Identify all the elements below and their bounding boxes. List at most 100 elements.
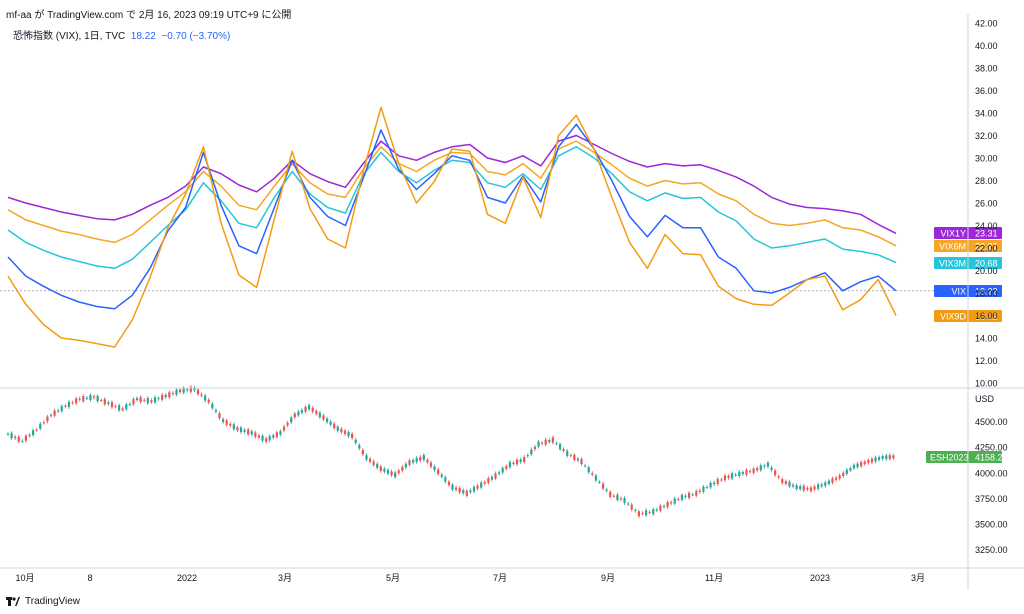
candle-body: [648, 511, 651, 513]
candle-body: [731, 473, 734, 479]
candle-body: [229, 423, 232, 426]
candle-body: [168, 392, 171, 398]
candle-body: [523, 456, 526, 463]
candle-body: [598, 482, 601, 484]
candle-body: [135, 398, 139, 401]
candle-body: [351, 433, 354, 439]
candle-body: [92, 396, 96, 398]
candle-body: [666, 502, 669, 507]
candle-body: [225, 420, 228, 425]
candle-body: [376, 463, 379, 468]
y-tick-label: 36.00: [975, 86, 998, 96]
candle-body: [35, 429, 38, 431]
y-tick-label: 42.00: [975, 19, 998, 29]
candle-body: [422, 455, 425, 460]
candle-body: [462, 490, 465, 494]
candle-body: [834, 477, 838, 480]
candle-body: [408, 460, 411, 465]
candle-body: [31, 430, 35, 436]
y-tick-label: 40.00: [975, 41, 998, 51]
candle-body: [734, 474, 737, 476]
candle-body: [849, 468, 852, 471]
candle-body: [684, 495, 687, 498]
candle-body: [426, 459, 429, 463]
candle-body: [759, 465, 762, 471]
candle-body: [96, 396, 99, 402]
candle-body: [365, 455, 368, 460]
candle-body: [440, 474, 443, 477]
candle-body: [601, 483, 605, 489]
candle-body: [243, 429, 246, 432]
candle-body: [551, 437, 554, 443]
candle-body: [121, 408, 124, 411]
candle-body: [705, 487, 709, 489]
candle-body: [713, 482, 716, 485]
candle-body: [791, 484, 795, 487]
candle-body: [748, 471, 752, 473]
candle-body: [569, 455, 572, 457]
candle-body: [695, 490, 698, 496]
candle-body: [566, 450, 569, 456]
candle-body: [469, 490, 472, 493]
series-line-vix1y: [7, 134, 897, 235]
candle-body: [562, 449, 565, 451]
candle-body: [186, 389, 189, 391]
candle-body: [411, 459, 415, 463]
y-tick-label: 30.00: [975, 154, 998, 164]
candle-body: [541, 442, 544, 444]
candle-body: [451, 484, 454, 490]
chart-canvas[interactable]: VIX1Y 23.31 VIX6M 22.21 VIX3M 20.68 VIX 18.22 VI…: [0, 0, 1024, 590]
published-by: mf-aa が TradingView.com で 2月 16, 2023 09…: [6, 10, 292, 21]
candle-body: [178, 389, 182, 393]
candle-body: [257, 435, 261, 438]
y-tick-label-lower: 3750.00: [975, 494, 1008, 504]
candle-body: [125, 404, 128, 410]
candle-body: [297, 411, 300, 416]
y-tick-label-lower: 4000.00: [975, 468, 1008, 478]
candle-body: [150, 400, 153, 403]
candle-body: [698, 490, 701, 493]
label-name: VIX1Y: [940, 229, 966, 239]
candle-body: [189, 386, 192, 392]
candle-body: [268, 436, 271, 441]
candle-body: [652, 509, 655, 515]
candle-body: [612, 495, 615, 497]
candle-body: [128, 404, 131, 406]
candle-body: [784, 481, 787, 484]
candle-body: [892, 455, 895, 459]
label-name: VIX: [951, 287, 966, 297]
candle-body: [576, 458, 580, 461]
x-tick-label: 3月: [911, 573, 925, 583]
candle-body: [311, 407, 314, 412]
candle-body: [623, 497, 626, 503]
candle-body: [512, 462, 515, 464]
candle-body: [727, 475, 730, 478]
candle-body: [153, 397, 157, 403]
label-name: VIX9D: [940, 312, 967, 322]
candle-body: [60, 406, 63, 412]
candle-body: [437, 469, 440, 475]
candle-body: [716, 479, 719, 485]
candle-body: [781, 479, 784, 484]
candle-body: [655, 509, 658, 511]
candle-body: [630, 504, 633, 510]
candle-body: [14, 436, 17, 439]
candle-body: [627, 503, 630, 505]
candle-body: [548, 440, 551, 443]
candle-body: [254, 432, 257, 437]
candle-body: [587, 467, 590, 473]
candle-body: [454, 487, 458, 490]
candle-body: [799, 486, 802, 490]
candle-body: [501, 467, 504, 473]
candle-body: [171, 392, 174, 394]
tradingview-footer[interactable]: TradingView: [6, 596, 80, 607]
label-value: 22.21: [975, 242, 998, 252]
candle-body: [286, 422, 289, 426]
candle-body: [419, 456, 422, 461]
candle-body: [397, 470, 400, 474]
candle-body: [702, 486, 705, 492]
candle-body: [340, 428, 343, 433]
candle-body: [322, 415, 325, 420]
series-line-vix: [7, 123, 897, 310]
symbol-legend[interactable]: 恐怖指数 (VIX), 1日, TVC 18.22 −0.70 (−3.70%): [13, 27, 230, 42]
